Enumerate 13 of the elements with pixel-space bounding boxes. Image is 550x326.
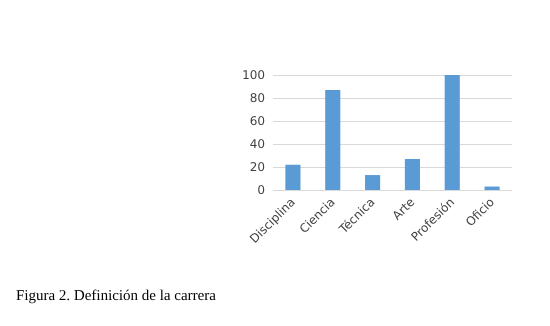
bar (325, 90, 340, 190)
bar (484, 186, 500, 190)
y-tick-label: 100 (242, 68, 265, 82)
y-tick-label: 60 (250, 114, 265, 128)
bar (444, 75, 460, 190)
text: Figura 2. Definición de la carrera (16, 288, 216, 305)
y-tick-label: 80 (250, 91, 265, 105)
y-tick-label: 20 (250, 160, 265, 174)
y-tick-label: 0 (257, 183, 265, 197)
bar (404, 158, 420, 190)
y-tick-label: 40 (250, 137, 265, 151)
bar (285, 164, 300, 190)
bar (365, 175, 380, 190)
